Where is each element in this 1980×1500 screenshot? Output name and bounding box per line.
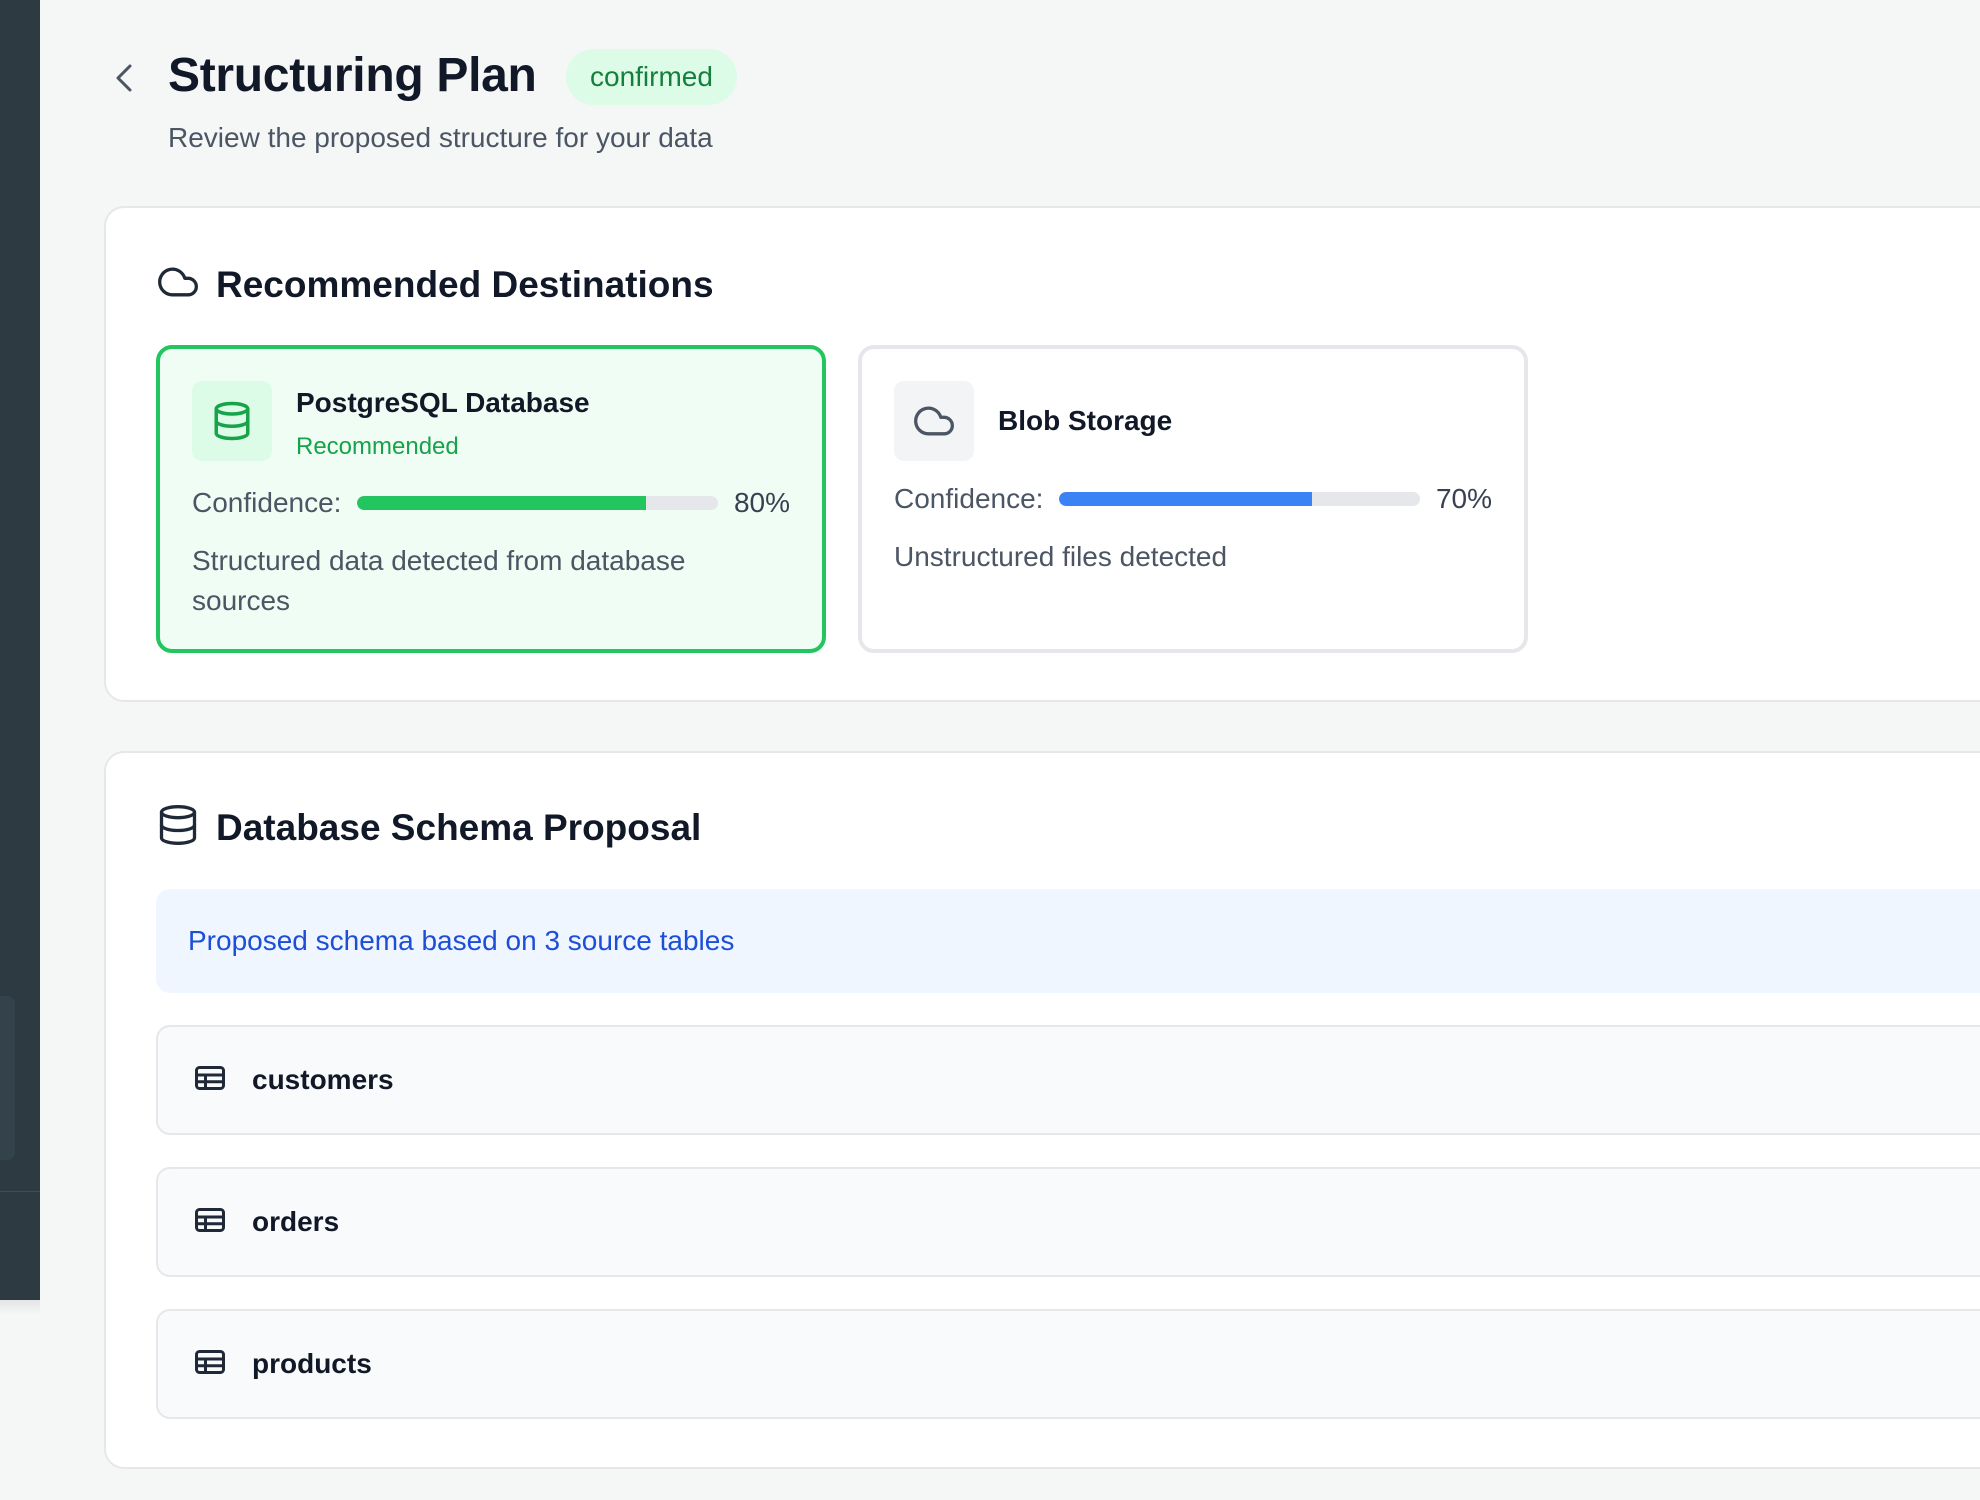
confidence-bar-fill <box>1059 492 1312 506</box>
database-icon <box>192 381 272 461</box>
confidence-bar <box>1059 492 1420 506</box>
table-icon <box>192 1344 228 1385</box>
database-icon <box>156 803 200 852</box>
destinations-header: Recommended Destinations <box>156 260 714 309</box>
schema-info-text: Proposed schema based on 3 source tables <box>188 925 735 956</box>
confidence-row: Confidence: 80% <box>192 483 790 523</box>
destinations-title: Recommended Destinations <box>216 263 714 305</box>
schema-header: Database Schema Proposal <box>156 803 701 852</box>
table-row[interactable]: products <box>156 1309 1980 1419</box>
sidebar-collapse-handle[interactable] <box>0 996 15 1160</box>
destination-name: Blob Storage <box>998 405 1173 436</box>
sidebar-shadow <box>0 1300 40 1314</box>
table-name: products <box>252 1348 372 1379</box>
destination-blob-storage[interactable]: Blob Storage Confidence: 70% Unstructure… <box>858 345 1528 653</box>
destination-description: Unstructured files detected <box>894 541 1228 572</box>
confidence-row: Confidence: 70% <box>894 479 1492 519</box>
table-row[interactable]: customers <box>156 1025 1980 1135</box>
confidence-label: Confidence: <box>894 483 1044 514</box>
destination-name: PostgreSQL Database <box>296 387 590 418</box>
status-badge: confirmed <box>566 49 737 105</box>
schema-title: Database Schema Proposal <box>216 806 702 848</box>
page-subtitle: Review the proposed structure for your d… <box>168 122 713 153</box>
table-icon <box>192 1202 228 1243</box>
confidence-value: 80% <box>733 487 790 518</box>
recommended-tag: Recommended <box>296 433 459 460</box>
back-button[interactable] <box>110 60 138 100</box>
table-name: orders <box>252 1206 340 1237</box>
page-title: Structuring Plan <box>168 49 537 102</box>
chevron-left-icon <box>113 61 135 100</box>
sidebar-divider <box>0 1191 40 1192</box>
cloud-icon <box>894 381 974 461</box>
cloud-icon <box>156 260 200 309</box>
sidebar <box>0 0 40 1300</box>
recommended-destinations-card: Recommended Destinations PostgreSQL Data… <box>104 206 1980 702</box>
confidence-bar-fill <box>357 496 646 510</box>
table-row[interactable]: orders <box>156 1167 1980 1277</box>
table-icon <box>192 1060 228 1101</box>
table-name: customers <box>252 1064 394 1095</box>
confidence-value: 70% <box>1435 483 1492 514</box>
confidence-label: Confidence: <box>192 487 342 518</box>
confidence-bar <box>357 496 718 510</box>
schema-info-banner: Proposed schema based on 3 source tables <box>156 889 1980 993</box>
database-schema-card: Database Schema Proposal Proposed schema… <box>104 751 1980 1469</box>
destination-description: Structured data detected from database s… <box>192 545 686 616</box>
destination-postgresql[interactable]: PostgreSQL Database Recommended Confiden… <box>156 345 826 653</box>
